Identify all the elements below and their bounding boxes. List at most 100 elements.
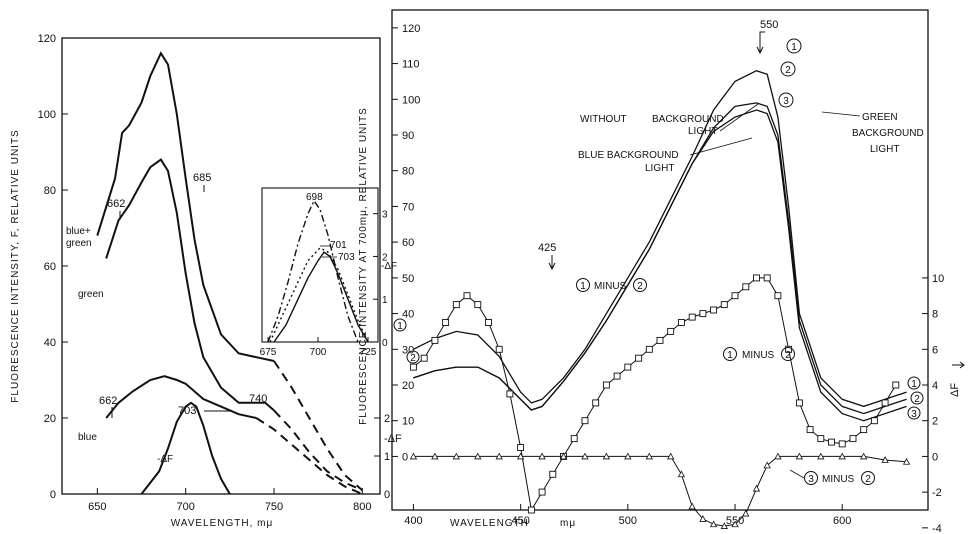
triangle-marker — [667, 452, 675, 460]
curve-marker-2 — [780, 61, 796, 77]
triangle-marker — [645, 452, 653, 460]
right-y2-tick-label: 4 — [932, 380, 938, 392]
square-marker — [431, 336, 439, 344]
curve-marker-3 — [778, 92, 794, 108]
label-blue-background-2: LIGHT — [645, 163, 674, 174]
right-x-tick-label: 400 — [404, 515, 422, 527]
triangle-marker — [774, 452, 782, 460]
inset-x-tick-label: 725 — [360, 347, 377, 358]
square-marker — [463, 292, 471, 300]
left-y-tick-label: 100 — [38, 109, 56, 121]
right-series-line-2 — [413, 109, 907, 422]
triangle-marker — [602, 452, 611, 460]
left-peak-label-740: 740 — [249, 393, 267, 405]
square-marker — [656, 336, 664, 344]
square-marker — [870, 417, 878, 425]
right-end-marker-2 — [910, 391, 924, 405]
inset-label-703: 703 — [338, 252, 355, 263]
left-series-line-3 — [273, 409, 363, 492]
left-end-marker-1-label: 1 — [397, 321, 403, 332]
diff-marker-1-upper-label: 1 — [580, 281, 586, 292]
left-peak-label-662a: 662 — [107, 198, 125, 210]
left-series-line-0 — [96, 51, 275, 362]
triangle-marker — [720, 522, 728, 529]
left-y-tick-label: 20 — [44, 413, 56, 425]
triangle-marker — [474, 452, 482, 460]
left-y-axis-label: FLUORESCENCE INTENSITY, F, RELATIVE UNIT… — [10, 129, 21, 402]
left-y2-axis-label: -ΔF — [384, 433, 402, 445]
square-marker — [506, 390, 514, 398]
square-marker — [699, 310, 707, 318]
inset-series-line-2 — [273, 251, 369, 343]
right-ticks: 4004505005506000102030405060708090100110… — [392, 23, 944, 534]
right-y-tick-label: 60 — [402, 237, 414, 249]
square-marker — [667, 327, 675, 335]
left-series-label-green: green — [78, 289, 104, 300]
leader-3-minus-2 — [789, 469, 805, 479]
inset-y-tick-label: 1 — [382, 295, 388, 306]
square-marker — [720, 301, 728, 309]
triangle-marker — [538, 452, 546, 460]
square-marker — [774, 292, 782, 300]
left-y-tick-label: 0 — [50, 489, 56, 501]
right-y2-tick-label: 8 — [932, 309, 938, 321]
square-marker — [613, 372, 621, 380]
square-marker — [517, 444, 525, 451]
right-chart: 4004505005506000102030405060708090100110… — [358, 9, 965, 534]
right-series — [409, 69, 911, 529]
right-y2-tick-label: -2 — [932, 487, 942, 499]
right-y2-tick-label: 6 — [932, 344, 938, 356]
right-y-tick-label: 110 — [402, 59, 420, 71]
left-series-line-6 — [140, 401, 231, 495]
square-marker — [538, 488, 546, 496]
triangle-marker — [677, 470, 686, 478]
triangle-marker — [817, 452, 825, 460]
left-series-label-blue-green-2: green — [66, 238, 92, 249]
right-x-axis-label: WAVELENGTH — [450, 518, 529, 529]
triangle-marker — [881, 456, 889, 463]
left-end-marker-1 — [393, 318, 407, 332]
inset-x-tick-label: 700 — [310, 347, 327, 358]
left-end-marker-2-label: 2 — [410, 353, 416, 364]
inset-y2-axis-label: -ΔF — [381, 261, 397, 272]
square-marker — [527, 506, 535, 514]
label-green-background: GREEN — [862, 112, 898, 123]
left-y2-tick-label: 1 — [384, 451, 390, 463]
right-peak-label-425: 425 — [538, 242, 556, 254]
right-end-marker-1 — [907, 376, 921, 390]
left-x-tick-label: 800 — [353, 501, 371, 513]
label-without-background: WITHOUT — [580, 114, 627, 125]
leader-without — [719, 103, 759, 132]
right-peak-label-550: 550 — [760, 19, 778, 31]
diff-marker-1-lower — [723, 347, 737, 361]
right-y2-axis-arrowhead — [959, 361, 965, 369]
left-x-tick-label: 750 — [265, 501, 283, 513]
triangle-marker — [495, 452, 503, 460]
triangle-marker — [699, 515, 707, 522]
diff-label-minus-lower: MINUS — [742, 350, 775, 361]
left-series-label-blue: blue — [78, 432, 97, 443]
triangle-marker — [902, 457, 911, 465]
square-marker — [452, 301, 460, 309]
square-marker — [688, 313, 696, 321]
right-y2-tick-label: 0 — [932, 451, 938, 463]
left-end-marker-2 — [406, 350, 420, 364]
right-y2-axis-label: ΔF — [949, 383, 961, 397]
square-marker — [753, 274, 760, 282]
triangle-marker — [731, 520, 739, 528]
diff-marker-3-label: 3 — [808, 474, 814, 485]
right-y-tick-label: 90 — [402, 130, 414, 142]
square-marker — [602, 381, 610, 389]
diff-label-minus-3-2: MINUS — [822, 474, 855, 485]
diff-marker-2-upper-label: 2 — [637, 281, 643, 292]
square-marker — [442, 319, 450, 326]
square-marker — [420, 354, 428, 362]
triangle-marker — [752, 484, 761, 492]
triangle-marker — [559, 452, 568, 460]
triangle-marker — [709, 520, 718, 528]
triangle-marker — [409, 452, 418, 460]
diff-marker-2-lower — [781, 347, 795, 361]
inset-y-tick-label: 3 — [382, 210, 388, 221]
right-y-axis-label: FLUORESCENCE INTENSITY AT 700mμ, RELATIV… — [358, 107, 369, 425]
